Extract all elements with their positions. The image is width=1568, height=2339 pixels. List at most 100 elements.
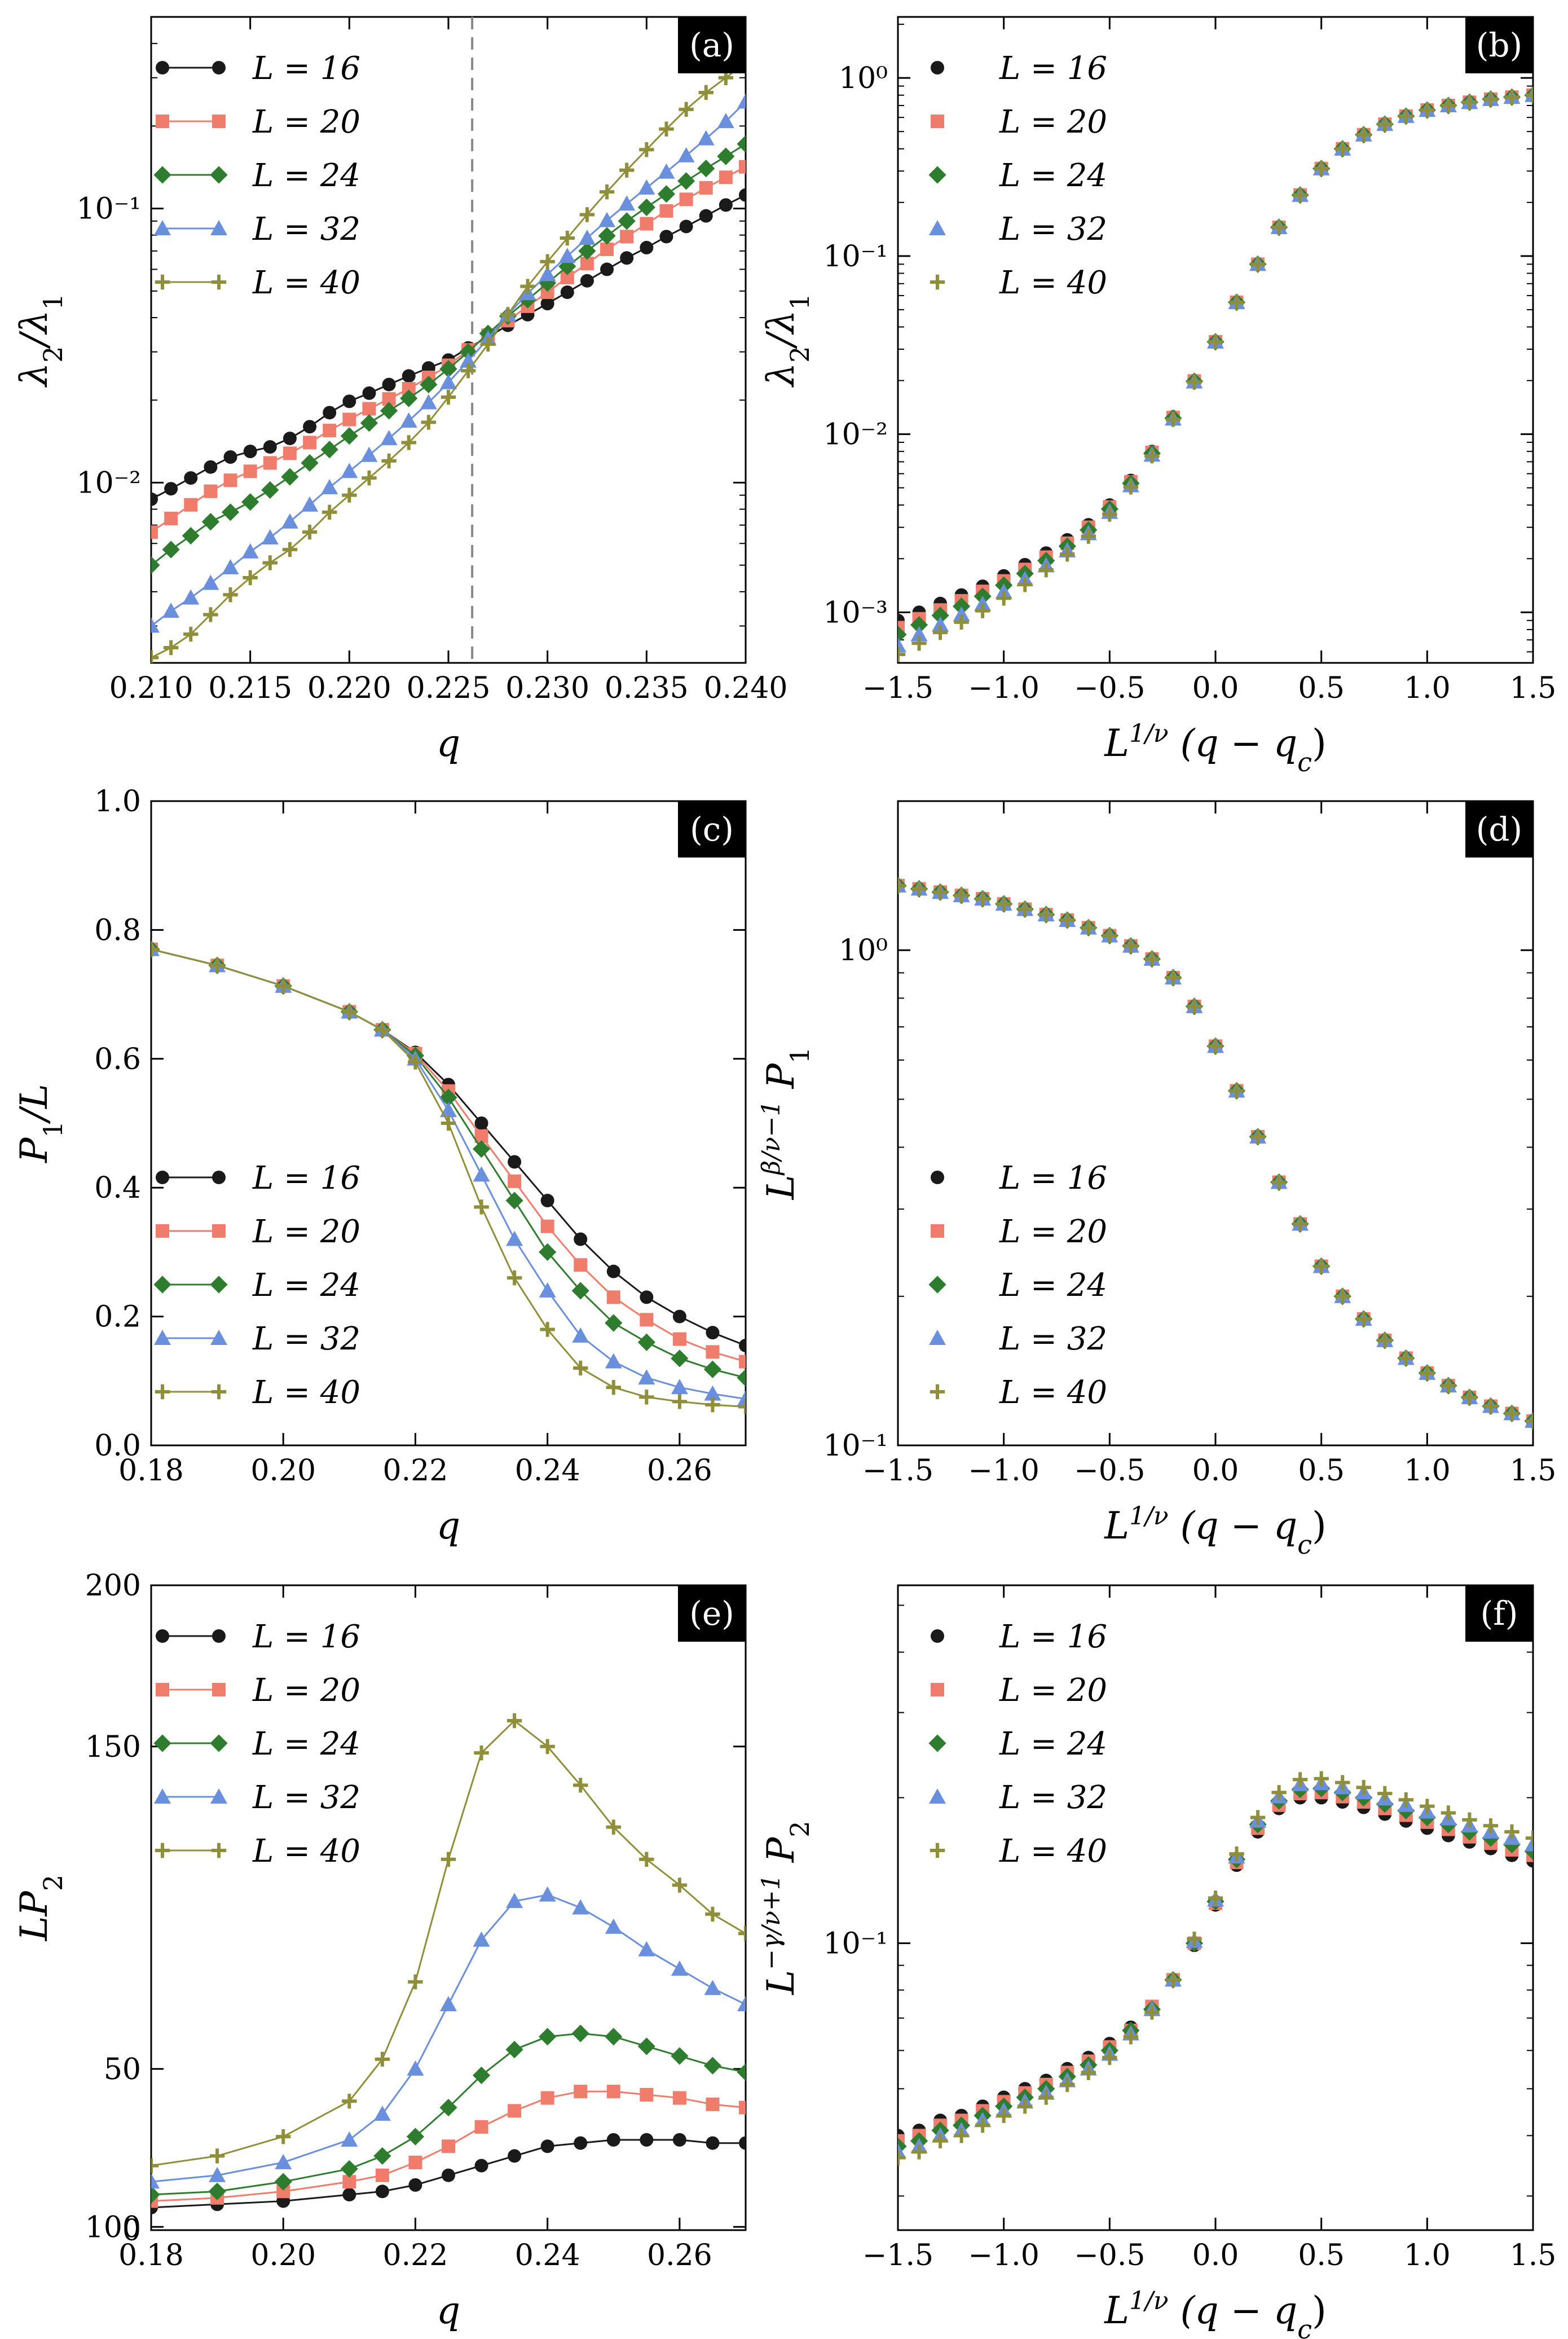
data-point: [506, 1230, 523, 1246]
data-point: [481, 336, 496, 352]
legend-marker: [156, 1629, 169, 1643]
data-point: [739, 160, 746, 174]
data-point: [1081, 2065, 1096, 2080]
panel-f: −1.5 −1.0 −0.5 0.0 0.5 1.0 1.5 10⁻¹ L = 16 L = 20…: [757, 1584, 1556, 2339]
data-point: [303, 436, 317, 450]
series-line: [151, 948, 746, 1362]
legend-marker: [211, 274, 227, 290]
x-tick-label: 0.18: [118, 1454, 184, 1488]
data-point: [460, 363, 476, 379]
legend-label: L = 24: [252, 157, 360, 194]
legend-item: L = 40: [930, 265, 1107, 301]
data-point: [373, 2147, 391, 2165]
legend-item: L = 24: [153, 1726, 360, 1762]
legend-item: L = 20: [156, 1672, 360, 1709]
data-point: [737, 1390, 746, 1406]
y-tick-label: 0.8: [94, 913, 141, 947]
panel-tag-box: [678, 1585, 746, 1642]
series-L32: [898, 877, 1533, 1428]
series-layer: [151, 55, 746, 663]
data-point: [275, 2153, 292, 2169]
data-point: [400, 389, 418, 407]
data-point: [441, 389, 456, 405]
data-point: [578, 230, 596, 245]
data-point: [1525, 87, 1533, 103]
series-L40: [898, 87, 1533, 662]
data-point: [1229, 1083, 1244, 1098]
data-point: [184, 498, 198, 512]
data-point: [539, 1886, 556, 1902]
data-point: [506, 1893, 523, 1909]
data-point: [954, 614, 969, 630]
legend-item: L = 24: [928, 1726, 1107, 1762]
x-tick-label: 0.220: [307, 671, 391, 705]
y-tick-label: 10⁻²: [77, 466, 141, 500]
x-tick-label: 1.0: [1404, 671, 1451, 705]
data-point: [1377, 1333, 1393, 1348]
data-point: [704, 1980, 721, 1995]
x-tick-label: 0.210: [109, 671, 193, 705]
series-L20: [151, 942, 746, 1369]
data-point: [204, 484, 218, 498]
data-point: [508, 2149, 522, 2163]
data-point: [473, 1166, 490, 1182]
y-axis-label: Lβ/ν−1 P1: [757, 1047, 816, 1200]
data-point: [1483, 1399, 1499, 1414]
y-tick-label: 0.2: [94, 1300, 141, 1334]
data-point: [283, 446, 297, 460]
legend-marker: [211, 1843, 227, 1858]
y-tick-label: 200: [85, 1569, 141, 1603]
data-point: [508, 1155, 522, 1169]
data-point: [619, 162, 635, 178]
data-point: [699, 209, 713, 223]
data-point: [672, 2091, 686, 2105]
panel-a: 0.210 0.215 0.220 0.225 0.230 0.235 0.240 10⁻² 1…: [12, 16, 787, 765]
data-point: [910, 616, 928, 634]
data-point: [375, 2168, 389, 2182]
data-point: [620, 230, 634, 244]
data-point: [1018, 902, 1033, 917]
data-point: [1123, 938, 1139, 953]
legend-marker: [210, 1276, 228, 1294]
data-point: [323, 406, 337, 420]
data-point: [162, 540, 180, 559]
data-point: [737, 1369, 746, 1387]
data-point: [606, 2085, 620, 2099]
data-point: [1229, 1846, 1244, 1862]
data-point: [342, 394, 356, 408]
data-point: [1038, 907, 1054, 922]
data-point: [1187, 375, 1202, 390]
legend-item: L = 20: [931, 1214, 1107, 1250]
plot-frame: [897, 800, 1534, 1447]
data-point: [706, 2098, 720, 2112]
data-point: [151, 650, 159, 663]
y-tick-label: 0.4: [94, 1171, 141, 1205]
series-layer: [898, 877, 1533, 1430]
x-axis-label: L1/ν (q − qc): [1104, 1502, 1326, 1560]
legend-marker: [930, 1843, 945, 1858]
data-point: [1144, 2004, 1160, 2020]
data-point: [508, 2104, 522, 2118]
data-point: [362, 471, 377, 486]
data-point: [671, 1349, 689, 1368]
data-point: [373, 2105, 391, 2121]
data-point: [579, 207, 595, 222]
data-point: [954, 2128, 969, 2143]
data-point: [540, 297, 554, 311]
data-point: [202, 574, 219, 590]
data-point: [580, 274, 594, 288]
data-point: [637, 2037, 655, 2055]
legend-label: L = 16: [252, 1160, 360, 1197]
y-axis-label: P1/L: [12, 1084, 68, 1163]
x-tick-label: −1.0: [968, 1454, 1040, 1488]
data-point: [1144, 951, 1160, 966]
data-point: [671, 2047, 689, 2065]
legend-marker: [210, 220, 227, 235]
data-point: [578, 242, 596, 260]
plot-frame: [150, 1584, 747, 2231]
data-point: [573, 1360, 588, 1376]
legend-item: L = 32: [154, 1779, 360, 1816]
x-tick-label: −0.5: [1074, 1454, 1145, 1488]
data-point: [500, 307, 516, 322]
